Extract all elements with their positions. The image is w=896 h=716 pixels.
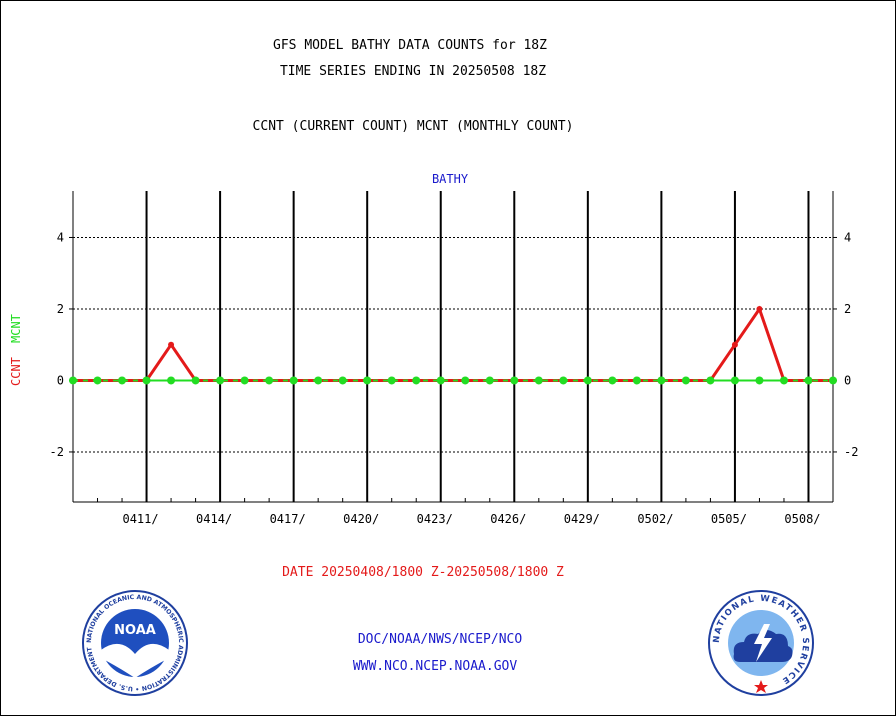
mcnt-point	[240, 376, 249, 385]
mcnt-point	[534, 376, 543, 385]
series-description: CCNT (CURRENT COUNT) MCNT (MONTHLY COUNT…	[252, 119, 574, 134]
y-tick-label-left: 2	[57, 302, 64, 316]
mcnt-point	[314, 376, 323, 385]
ccnt-point	[168, 341, 175, 348]
ccnt-line	[73, 305, 833, 382]
mcnt-point	[167, 376, 176, 385]
y-axis-label: CCNT MCNT	[9, 300, 23, 390]
mcnt-point	[387, 376, 396, 385]
x-tick-label: 0508/	[784, 512, 820, 526]
mcnt-point	[706, 376, 715, 385]
x-tick-label: 0426/	[490, 512, 526, 526]
mcnt-point	[436, 376, 445, 385]
mcnt-point	[510, 376, 519, 385]
x-tick-label: 0420/	[343, 512, 379, 526]
x-tick-label: 0502/	[637, 512, 673, 526]
axes	[69, 191, 837, 503]
y-tick-label-right: 2	[844, 302, 851, 316]
date-range-label: DATE 20250408/1800 Z-20250508/1800 Z	[282, 565, 564, 580]
tick-labels: -2 -2 0 0 2 2 4 4 0411/0414/0417/0420/0423/0426/…	[50, 230, 859, 526]
mcnt-point	[608, 376, 617, 385]
mcnt-point	[559, 376, 568, 385]
x-tick-label: 0429/	[564, 512, 600, 526]
mcnt-point	[191, 376, 200, 385]
mcnt-point	[338, 376, 347, 385]
nws-logo: NATIONAL WEATHER SERVICE	[708, 590, 814, 696]
mcnt-point	[755, 376, 764, 385]
mcnt-point	[632, 376, 641, 385]
ccnt-point	[731, 341, 738, 348]
y-axis-label-mcnt: MCNT	[9, 314, 23, 343]
mcnt-point	[265, 376, 274, 385]
mcnt-point	[804, 376, 813, 385]
mcnt-point	[363, 376, 372, 385]
mcnt-point	[583, 376, 592, 385]
mcnt-point	[216, 376, 225, 385]
chart-title: GFS MODEL BATHY DATA COUNTS for 18Z	[273, 38, 547, 53]
data-series	[69, 305, 837, 385]
mcnt-point	[118, 376, 127, 385]
mcnt-point	[69, 376, 77, 385]
panel-label: BATHY	[431, 172, 469, 186]
grid-lines	[73, 191, 833, 502]
credit-org: DOC/NOAA/NWS/NCEP/NCO	[357, 632, 523, 647]
credit-website[interactable]: WWW.NCO.NCEP.NOAA.GOV	[352, 659, 518, 674]
mcnt-point	[142, 376, 151, 385]
x-tick-label: 0414/	[196, 512, 232, 526]
mcnt-point	[412, 376, 421, 385]
mcnt-point	[289, 376, 298, 385]
mcnt-point	[730, 376, 739, 385]
y-tick-label-right: 4	[844, 230, 851, 244]
mcnt-point	[93, 376, 102, 385]
y-tick-label-left: 0	[57, 373, 64, 387]
mcnt-point	[657, 376, 666, 385]
chart-subtitle: TIME SERIES ENDING IN 20250508 18Z	[279, 64, 547, 79]
noaa-logo: NATIONAL OCEANIC AND ATMOSPHERIC ADMINIS…	[80, 588, 188, 696]
y-tick-label-right: 0	[844, 373, 851, 387]
x-tick-label: 0505/	[711, 512, 747, 526]
mcnt-point	[485, 376, 494, 385]
mcnt-point	[829, 376, 837, 385]
y-tick-label-left: -2	[50, 445, 64, 459]
noaa-logo-text: NOAA	[114, 623, 156, 638]
x-tick-label: 0417/	[270, 512, 306, 526]
x-tick-label: 0411/	[122, 512, 158, 526]
y-tick-label-left: 4	[57, 230, 64, 244]
mcnt-point	[681, 376, 690, 385]
mcnt-point	[461, 376, 470, 385]
ccnt-point	[756, 305, 763, 312]
x-tick-label: 0423/	[417, 512, 453, 526]
y-tick-label-right: -2	[844, 445, 858, 459]
y-axis-label-ccnt: CCNT	[9, 357, 23, 386]
mcnt-point	[779, 376, 788, 385]
